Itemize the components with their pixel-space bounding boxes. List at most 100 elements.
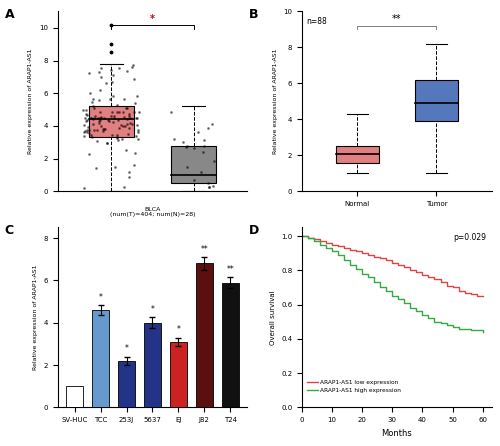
Point <box>131 100 139 107</box>
Point <box>108 71 116 78</box>
Point <box>194 128 202 135</box>
Point <box>120 183 128 190</box>
Point <box>116 121 124 128</box>
Point <box>97 113 105 120</box>
Point <box>110 115 118 122</box>
Point <box>114 136 122 144</box>
Point <box>96 115 104 122</box>
Point <box>88 115 96 122</box>
Bar <box>222 282 238 407</box>
Point <box>93 138 101 145</box>
ARAP1-AS1 low expression <box>444 283 450 289</box>
ARAP1-AS1 low expression <box>305 235 311 240</box>
Text: A: A <box>4 8 14 21</box>
Bar <box>196 264 212 407</box>
Point <box>81 128 89 135</box>
Bar <box>171 145 216 183</box>
Point <box>90 104 98 112</box>
Point <box>126 113 134 120</box>
Bar <box>92 310 109 407</box>
Point <box>110 112 118 119</box>
Point <box>132 132 140 140</box>
Point <box>85 127 93 134</box>
Point <box>182 144 190 151</box>
Point <box>89 96 97 103</box>
ARAP1-AS1 high expression <box>462 326 468 331</box>
Text: **: ** <box>226 265 234 274</box>
ARAP1-AS1 low expression <box>378 256 384 261</box>
ARAP1-AS1 low expression <box>468 292 473 297</box>
ARAP1-AS1 high expression <box>347 263 353 268</box>
ARAP1-AS1 low expression <box>354 249 360 254</box>
ARAP1-AS1 low expression <box>335 244 341 249</box>
ARAP1-AS1 high expression <box>456 326 462 331</box>
Point <box>124 110 132 117</box>
Point <box>84 112 92 119</box>
ARAP1-AS1 low expression <box>347 247 353 252</box>
Text: *: * <box>124 344 128 353</box>
Point <box>108 79 116 86</box>
Point <box>94 126 102 133</box>
ARAP1-AS1 high expression <box>372 280 378 285</box>
ARAP1-AS1 low expression <box>402 264 407 269</box>
Point <box>119 108 127 115</box>
ARAP1-AS1 high expression <box>474 328 480 333</box>
Point <box>97 123 105 130</box>
Point <box>125 174 133 181</box>
Point <box>104 118 112 125</box>
X-axis label: BLCA
(num(T)=404; num(N)=28): BLCA (num(T)=404; num(N)=28) <box>110 206 195 218</box>
Point <box>133 121 141 128</box>
ARAP1-AS1 high expression <box>414 309 420 314</box>
Point <box>83 116 91 123</box>
Bar <box>414 80 458 121</box>
ARAP1-AS1 high expression <box>390 293 396 299</box>
Point <box>134 129 142 136</box>
ARAP1-AS1 low expression <box>480 293 486 299</box>
Point <box>184 143 192 150</box>
Point <box>113 134 121 141</box>
ARAP1-AS1 low expression <box>438 280 444 285</box>
Point <box>84 69 92 76</box>
Point <box>130 76 138 83</box>
Point <box>101 125 109 132</box>
Bar <box>118 361 135 407</box>
ARAP1-AS1 low expression <box>341 245 347 251</box>
Point <box>95 120 103 127</box>
Point <box>88 99 96 106</box>
ARAP1-AS1 low expression <box>366 252 372 258</box>
Point <box>94 96 102 103</box>
ARAP1-AS1 low expression <box>474 293 480 299</box>
Point <box>205 183 213 190</box>
Point <box>82 111 90 118</box>
Point <box>170 135 177 142</box>
Point <box>123 104 131 112</box>
Point <box>88 133 96 140</box>
Y-axis label: Overall survival: Overall survival <box>270 290 276 345</box>
Point <box>92 165 100 172</box>
Point <box>108 132 116 139</box>
ARAP1-AS1 high expression <box>378 285 384 290</box>
Text: *: * <box>98 293 102 301</box>
Point <box>84 123 92 130</box>
Point <box>108 118 116 125</box>
ARAP1-AS1 high expression <box>402 300 407 306</box>
Text: D: D <box>249 224 260 237</box>
ARAP1-AS1 high expression <box>444 322 450 328</box>
Point <box>107 49 115 56</box>
Point <box>89 121 97 128</box>
Text: B: B <box>249 8 258 21</box>
Point <box>104 117 112 124</box>
Point <box>86 130 94 137</box>
Point <box>123 120 131 128</box>
ARAP1-AS1 low expression <box>426 274 432 280</box>
Point <box>134 136 142 143</box>
Point <box>136 108 143 116</box>
ARAP1-AS1 high expression <box>366 274 372 280</box>
Point <box>132 115 140 122</box>
Point <box>113 132 121 139</box>
Line: ARAP1-AS1 low expression: ARAP1-AS1 low expression <box>302 236 482 296</box>
Text: **: ** <box>200 245 208 254</box>
Line: ARAP1-AS1 high expression: ARAP1-AS1 high expression <box>302 236 482 332</box>
Point <box>107 41 115 48</box>
Point <box>82 107 90 114</box>
